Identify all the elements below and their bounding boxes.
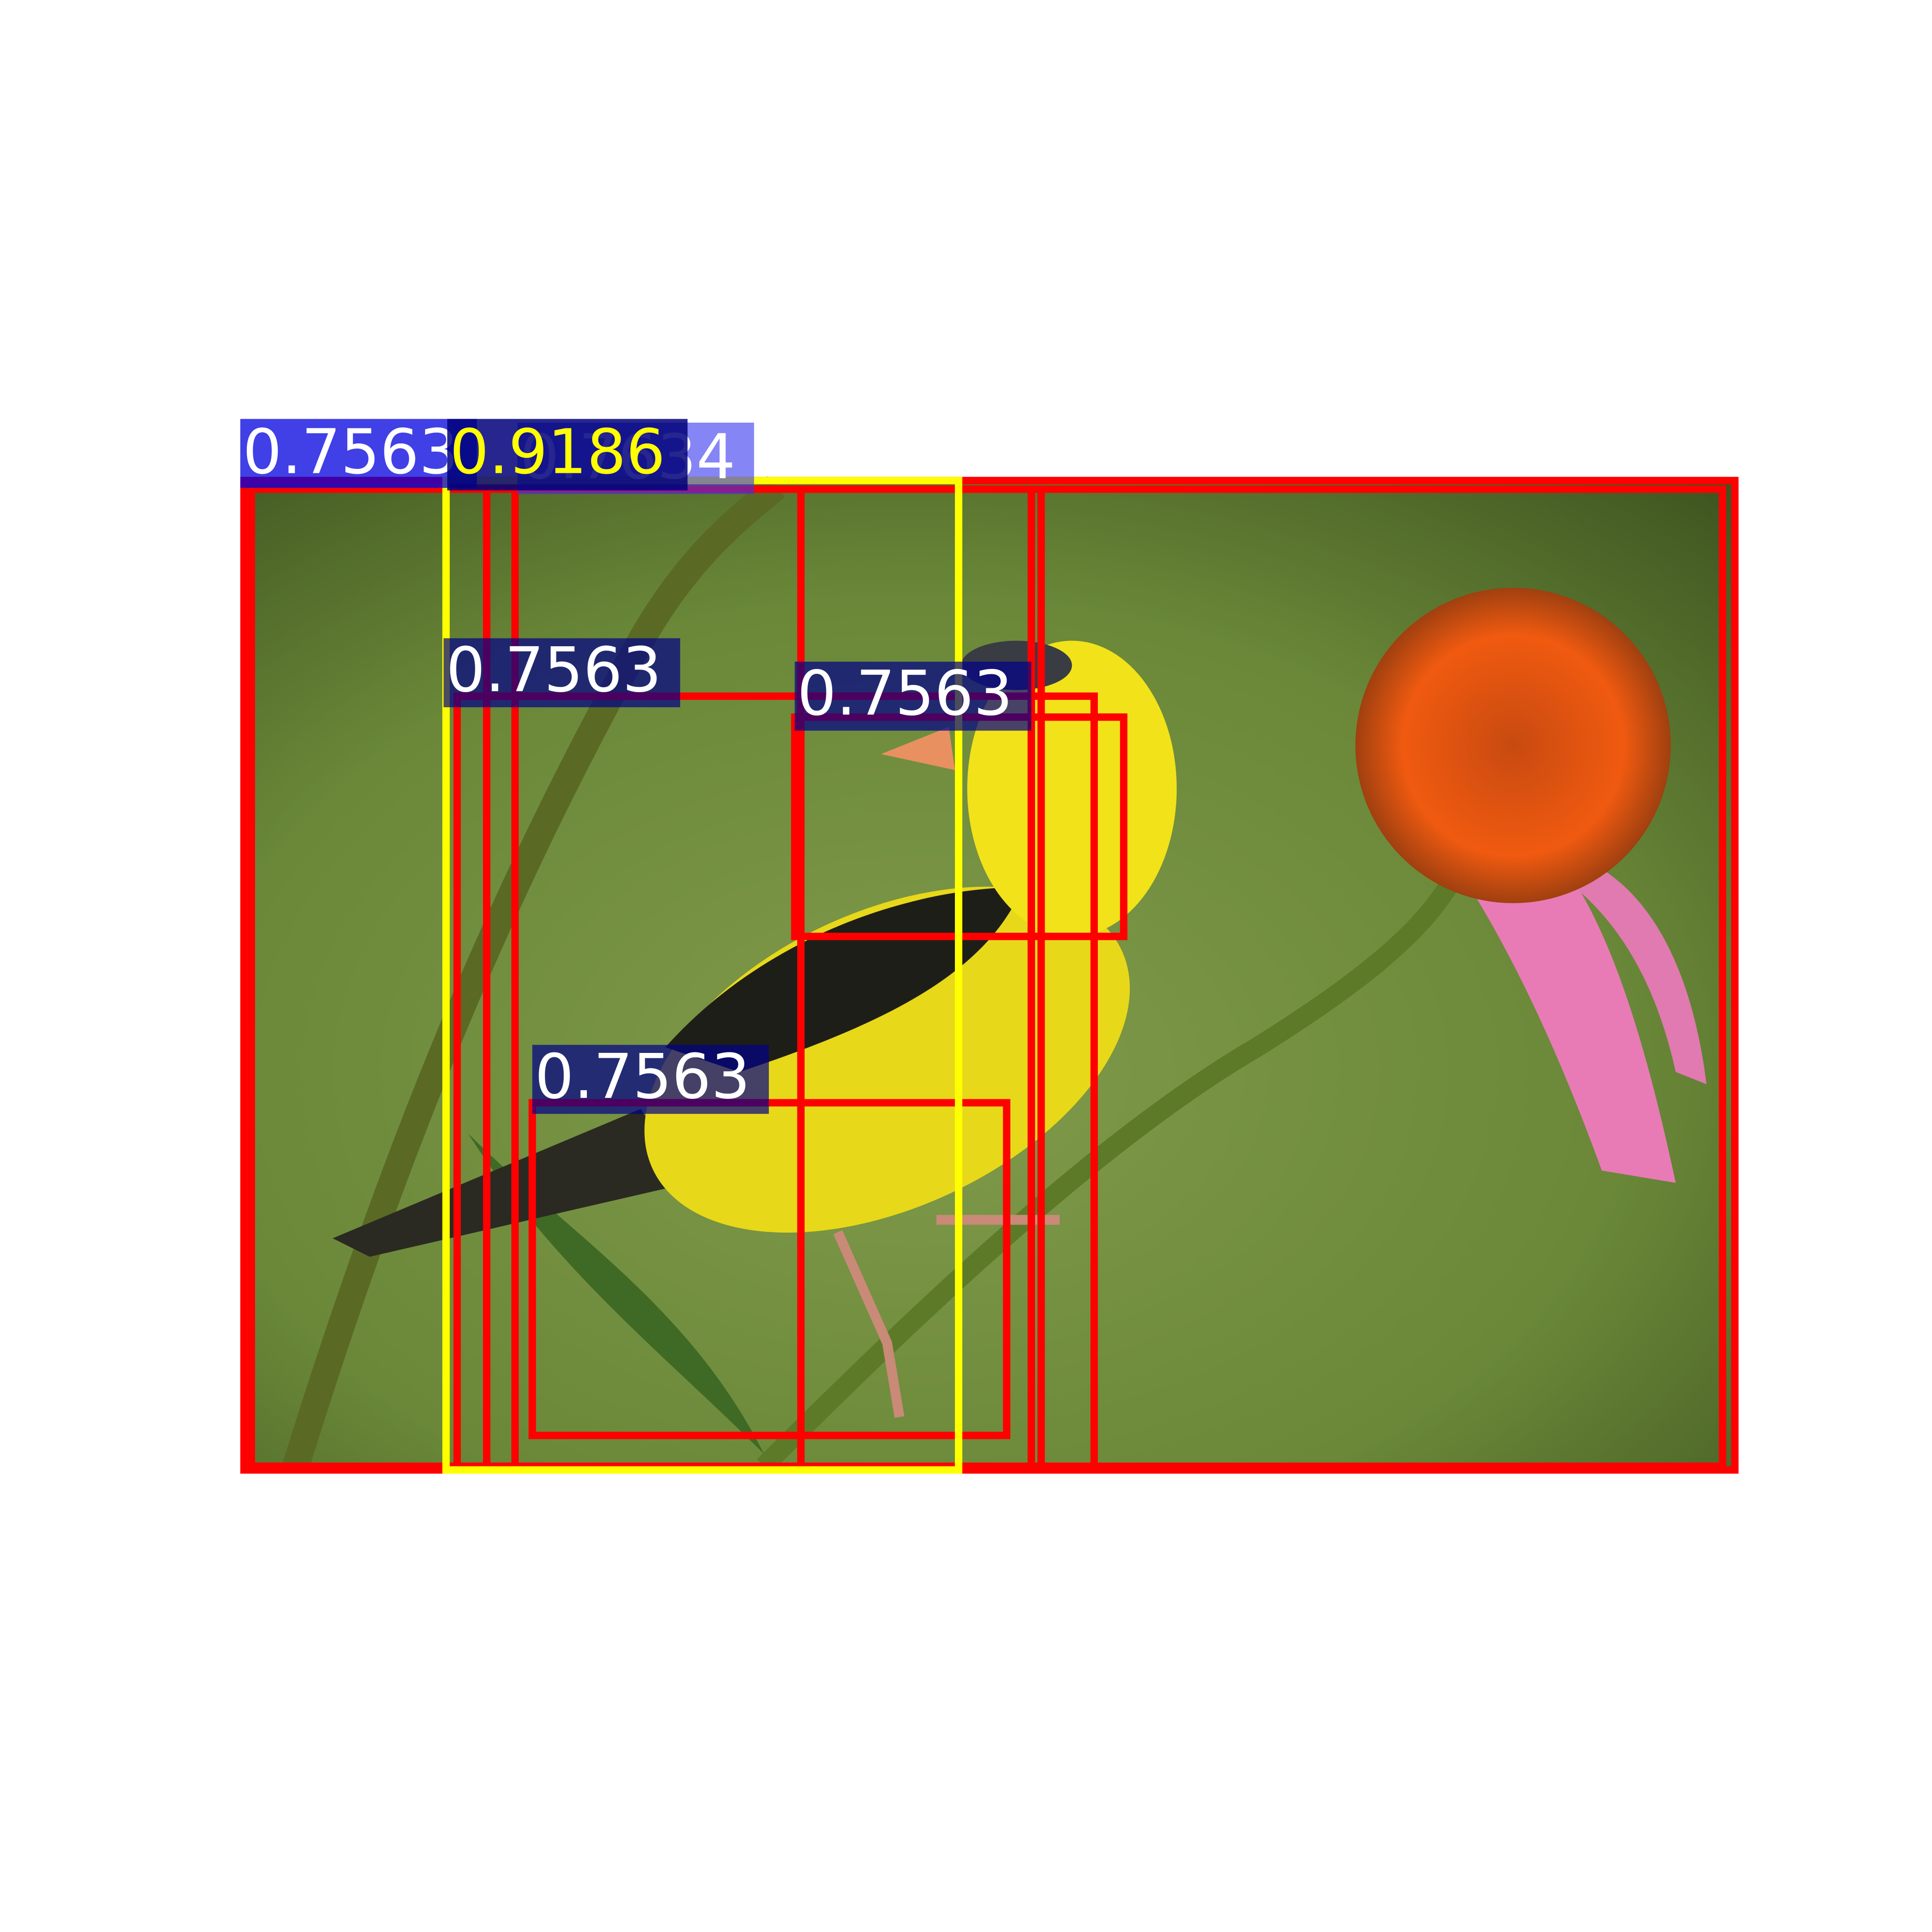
labels: 0.7634 0.7563 0.9186 0.7563 0.7563 0.756… <box>240 417 1032 1114</box>
stem <box>757 881 1456 1474</box>
label-background <box>795 661 1032 731</box>
label-background <box>447 419 688 491</box>
score-label: 0.7563 <box>446 635 661 706</box>
score-label: 0.7563 <box>243 417 458 488</box>
label-background <box>240 419 477 488</box>
detection-box <box>528 1099 1010 1439</box>
photo <box>244 476 1735 1474</box>
label-background <box>532 1045 769 1114</box>
score-label: 0.7563 <box>535 1041 750 1113</box>
score-label-best: 0.9186 <box>450 417 665 488</box>
label-background <box>443 638 681 708</box>
score-label: 0.7563 <box>797 658 1013 730</box>
bird-beak <box>881 727 955 770</box>
flower-head <box>1355 587 1671 903</box>
petals <box>1454 850 1676 1183</box>
petals <box>1540 850 1707 1084</box>
